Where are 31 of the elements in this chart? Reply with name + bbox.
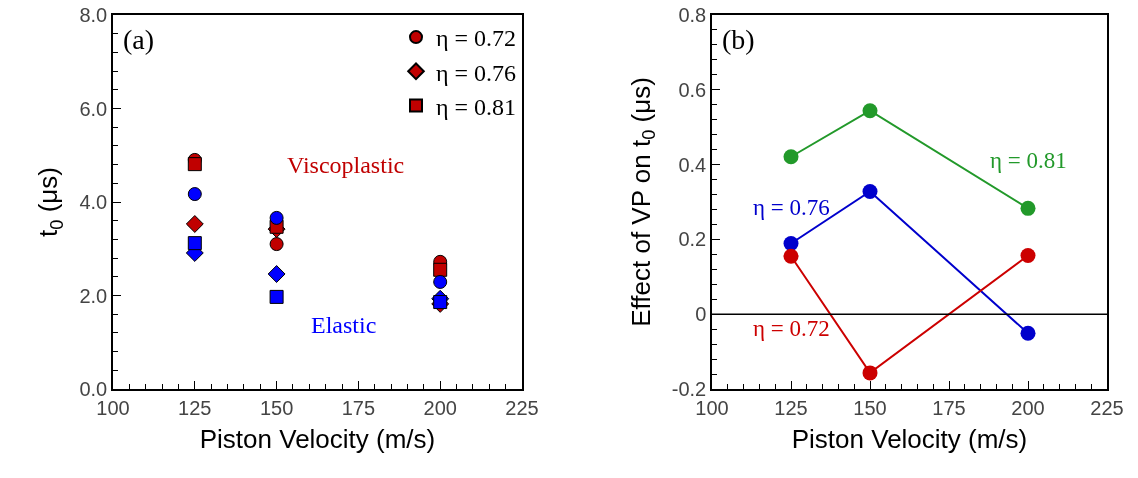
x-tick-label: 200 <box>423 396 457 419</box>
x-tick-label: 150 <box>259 396 294 419</box>
y-tick-label: 0.4 <box>678 153 707 176</box>
y-tick-label: 0.6 <box>678 78 707 101</box>
x-tick-label: 125 <box>178 396 212 419</box>
x-tick-label: 175 <box>341 396 376 419</box>
y-tick-label: 0.8 <box>678 4 707 26</box>
annotation: (b) <box>722 24 755 55</box>
x-tick-label: 150 <box>853 396 887 419</box>
x-tick-label: 175 <box>932 396 966 419</box>
y-tick-label: 0 <box>695 303 707 326</box>
series-label: η = 0.81 <box>990 148 1067 173</box>
annotation: (a) <box>123 24 155 55</box>
y-tick-label: 6.0 <box>79 97 108 120</box>
annotation: Viscoplastic <box>287 152 405 178</box>
legend-label: η = 0.76 <box>436 59 517 86</box>
x-axis-title: Piston Velocity (m/s) <box>791 423 1028 454</box>
x-tick-label: 125 <box>774 396 808 419</box>
y-tick-label: 0.2 <box>678 228 707 251</box>
x-axis-title: Piston Velocity (m/s) <box>199 423 436 454</box>
y-tick-label: 4.0 <box>79 191 108 213</box>
x-tick-label: 200 <box>1011 396 1045 419</box>
legend-label: η = 0.81 <box>436 93 517 120</box>
annotation: Elastic <box>311 312 377 338</box>
y-tick-label: 8.0 <box>79 4 108 26</box>
series-label: η = 0.76 <box>753 195 830 220</box>
series-label: η = 0.72 <box>753 316 830 341</box>
x-tick-label: 225 <box>1090 396 1124 419</box>
y-tick-label: 2.0 <box>79 284 108 307</box>
legend-label: η = 0.72 <box>436 25 517 52</box>
x-tick-label: 225 <box>505 396 539 419</box>
